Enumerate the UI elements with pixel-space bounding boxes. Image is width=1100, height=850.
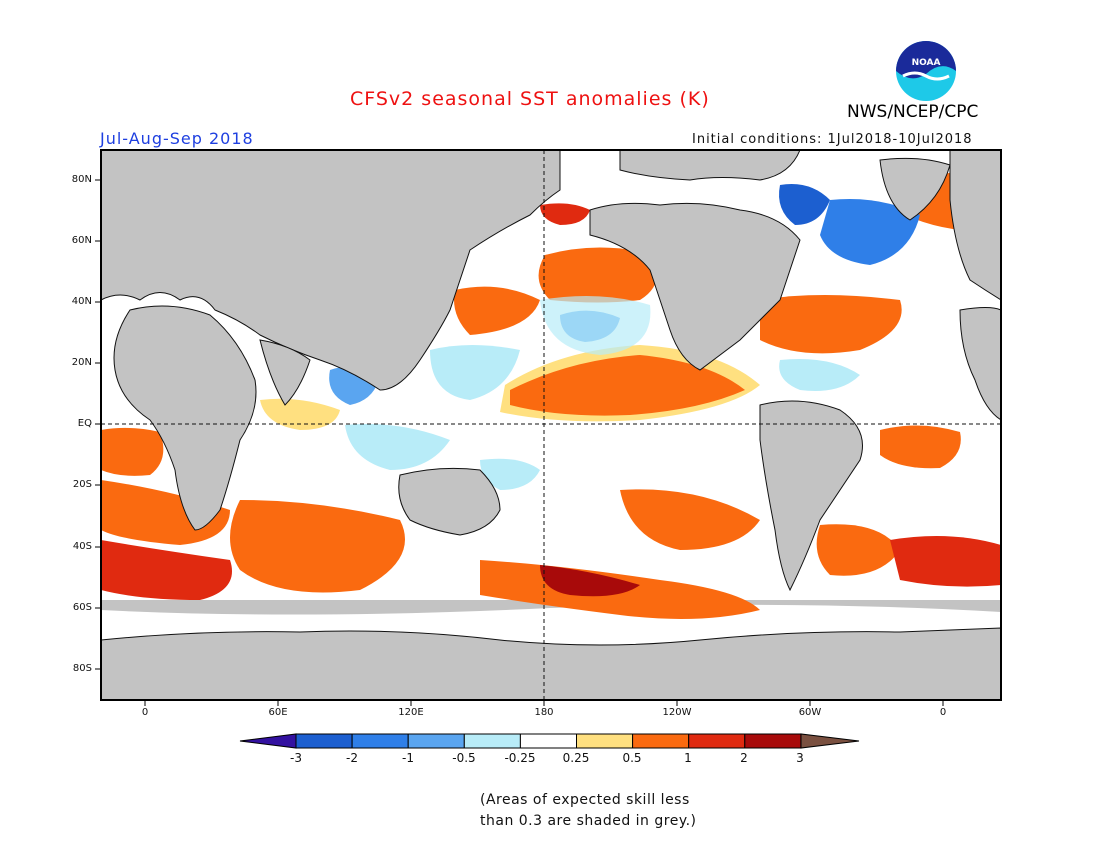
- africa-land: [113, 305, 257, 531]
- lat-label: 60N: [71, 235, 92, 246]
- initial-conditions-label: Initial conditions: 1Jul2018-10Jul2018: [692, 132, 973, 147]
- lon-label: 180: [534, 707, 554, 718]
- axis-ticks: [95, 179, 944, 706]
- land-masses: [101, 150, 1001, 700]
- season-label: Jul-Aug-Sep 2018: [100, 129, 254, 148]
- arctic-canada-land: [619, 150, 801, 181]
- agency-label: NWS/NCEP/CPC: [847, 102, 979, 122]
- india-land: [259, 339, 311, 406]
- map-area: [101, 150, 1001, 700]
- colorbar-box: [519, 733, 578, 749]
- north-america-land: [589, 202, 801, 371]
- colorbar-box: [295, 733, 353, 749]
- colorbar-low-triangle: [239, 733, 297, 749]
- lon-label: 120E: [398, 707, 424, 718]
- colorbar-label: -0.5: [452, 751, 476, 765]
- colorbar-label: -1: [402, 751, 414, 765]
- lon-label: 60W: [798, 707, 822, 718]
- colorbar-label: 2: [740, 751, 748, 765]
- colorbar-high-triangle: [800, 733, 860, 749]
- colorbar-boxes: [295, 733, 802, 749]
- colorbar-box: [463, 733, 521, 749]
- map-frame: [100, 149, 1002, 701]
- colorbar-box: [576, 733, 634, 749]
- greenland-land: [879, 157, 951, 221]
- colorbar-box: [632, 733, 690, 749]
- africa-east-edge-land: [959, 307, 1001, 421]
- svg-text:NOAA: NOAA: [912, 58, 941, 68]
- south-america-land: [759, 400, 863, 592]
- lat-label: 60S: [72, 602, 92, 613]
- colorbar-label: -2: [346, 751, 358, 765]
- map-title: CFSv2 seasonal SST anomalies (K): [350, 88, 710, 110]
- colorbar-box: [351, 733, 409, 749]
- skill-note-line2: than 0.3 are shaded in grey.): [480, 813, 697, 829]
- lat-label: 40N: [71, 296, 92, 307]
- colorbar-label: 0.25: [562, 751, 590, 765]
- lon-label: 120W: [662, 707, 692, 718]
- colorbar-label: 0.5: [622, 751, 642, 765]
- europe-east-edge-land: [949, 150, 1001, 301]
- cool-anomalies: [120, 184, 920, 490]
- colorbar: [239, 733, 860, 749]
- lat-label: 40S: [72, 541, 92, 552]
- lat-label: 80N: [71, 174, 92, 185]
- colorbar-label: 1: [684, 751, 692, 765]
- colorbar-label: 3: [796, 751, 804, 765]
- lat-label: 20S: [72, 479, 92, 490]
- skill-note-line1: (Areas of expected skill less: [480, 792, 690, 808]
- colorbar-box: [744, 733, 802, 749]
- lon-label: 60E: [268, 707, 288, 718]
- colorbar-box: [688, 733, 746, 749]
- lon-label: 0: [141, 707, 149, 718]
- lon-label: 0: [939, 707, 947, 718]
- lat-label: 80S: [72, 663, 92, 674]
- lat-label: EQ: [77, 418, 92, 429]
- colorbar-label: -0.25: [504, 751, 536, 765]
- lat-label: 20N: [71, 357, 92, 368]
- noaa-logo-icon: NOAA: [896, 41, 956, 101]
- colorbar-label: -3: [290, 751, 302, 765]
- antarctica-land: [101, 627, 1001, 700]
- warm-anomalies: [101, 171, 1001, 619]
- australia-land: [398, 467, 501, 536]
- eurasia-land: [101, 150, 561, 391]
- colorbar-box: [407, 733, 465, 749]
